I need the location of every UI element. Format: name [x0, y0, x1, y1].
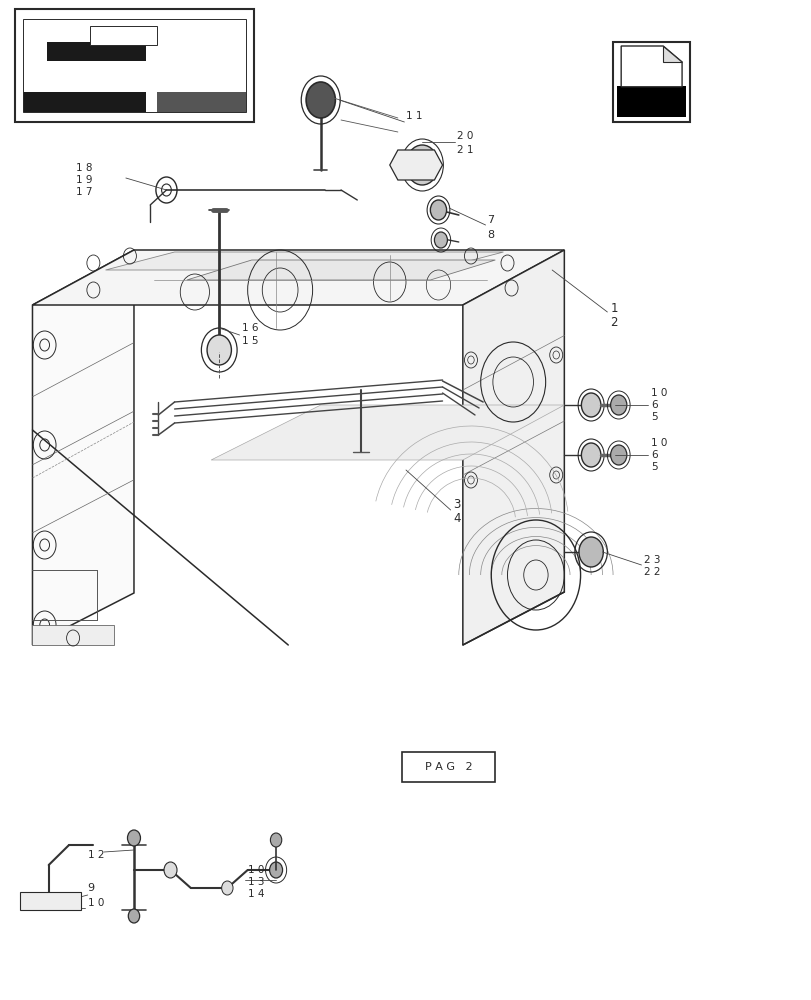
Circle shape: [128, 909, 139, 923]
Polygon shape: [211, 405, 564, 460]
Circle shape: [578, 537, 603, 567]
Bar: [401, 752, 495, 782]
Text: 5: 5: [650, 462, 657, 472]
Text: 3: 3: [453, 498, 460, 512]
Circle shape: [434, 232, 447, 248]
Text: 1: 1: [610, 302, 617, 314]
Polygon shape: [663, 46, 681, 62]
Text: 2: 2: [610, 316, 617, 328]
Text: 1 0: 1 0: [650, 388, 667, 398]
Polygon shape: [462, 250, 564, 645]
Polygon shape: [616, 86, 685, 117]
Text: 1 8: 1 8: [75, 163, 92, 173]
Text: 1 7: 1 7: [75, 187, 92, 197]
Circle shape: [270, 833, 281, 847]
Text: 6: 6: [650, 450, 657, 460]
Polygon shape: [47, 42, 145, 61]
Text: P A G   2: P A G 2: [424, 762, 472, 772]
Text: 1 2: 1 2: [88, 850, 104, 860]
Polygon shape: [20, 892, 81, 910]
Circle shape: [306, 82, 335, 118]
Text: 1 9: 1 9: [75, 175, 92, 185]
Text: 2 2: 2 2: [643, 567, 659, 577]
Circle shape: [207, 335, 231, 365]
Text: 5: 5: [650, 412, 657, 422]
Polygon shape: [32, 625, 114, 645]
Circle shape: [430, 200, 446, 220]
Circle shape: [269, 862, 282, 878]
Bar: [612, 42, 689, 122]
Text: 1 0: 1 0: [650, 438, 667, 448]
Polygon shape: [389, 150, 442, 180]
Text: 4: 4: [453, 512, 460, 526]
Text: 1 3: 1 3: [247, 877, 264, 887]
Text: 1 1: 1 1: [406, 111, 422, 121]
Text: 2 0: 2 0: [457, 131, 473, 141]
Polygon shape: [187, 260, 495, 280]
Polygon shape: [620, 46, 681, 87]
Polygon shape: [23, 92, 145, 112]
Text: 1 6: 1 6: [242, 323, 258, 333]
Text: 2 1: 2 1: [457, 145, 473, 155]
Text: 1 4: 1 4: [247, 889, 264, 899]
Polygon shape: [89, 26, 157, 45]
Bar: [15, 9, 254, 122]
Text: 7: 7: [487, 215, 494, 225]
Circle shape: [610, 395, 626, 415]
Circle shape: [406, 145, 438, 185]
Text: 2 3: 2 3: [643, 555, 659, 565]
Circle shape: [111, 69, 121, 81]
Polygon shape: [32, 250, 134, 645]
Polygon shape: [32, 250, 564, 305]
Circle shape: [164, 862, 177, 878]
Text: 1 5: 1 5: [242, 336, 258, 346]
Text: 1 0: 1 0: [88, 898, 104, 908]
Text: 9: 9: [88, 883, 95, 893]
Circle shape: [127, 830, 140, 846]
Circle shape: [581, 393, 600, 417]
Text: 1 0: 1 0: [247, 865, 264, 875]
Polygon shape: [157, 92, 246, 112]
Text: 6: 6: [650, 400, 657, 410]
Circle shape: [221, 881, 233, 895]
Polygon shape: [105, 252, 503, 270]
Text: 8: 8: [487, 230, 494, 240]
Circle shape: [581, 443, 600, 467]
Circle shape: [610, 445, 626, 465]
